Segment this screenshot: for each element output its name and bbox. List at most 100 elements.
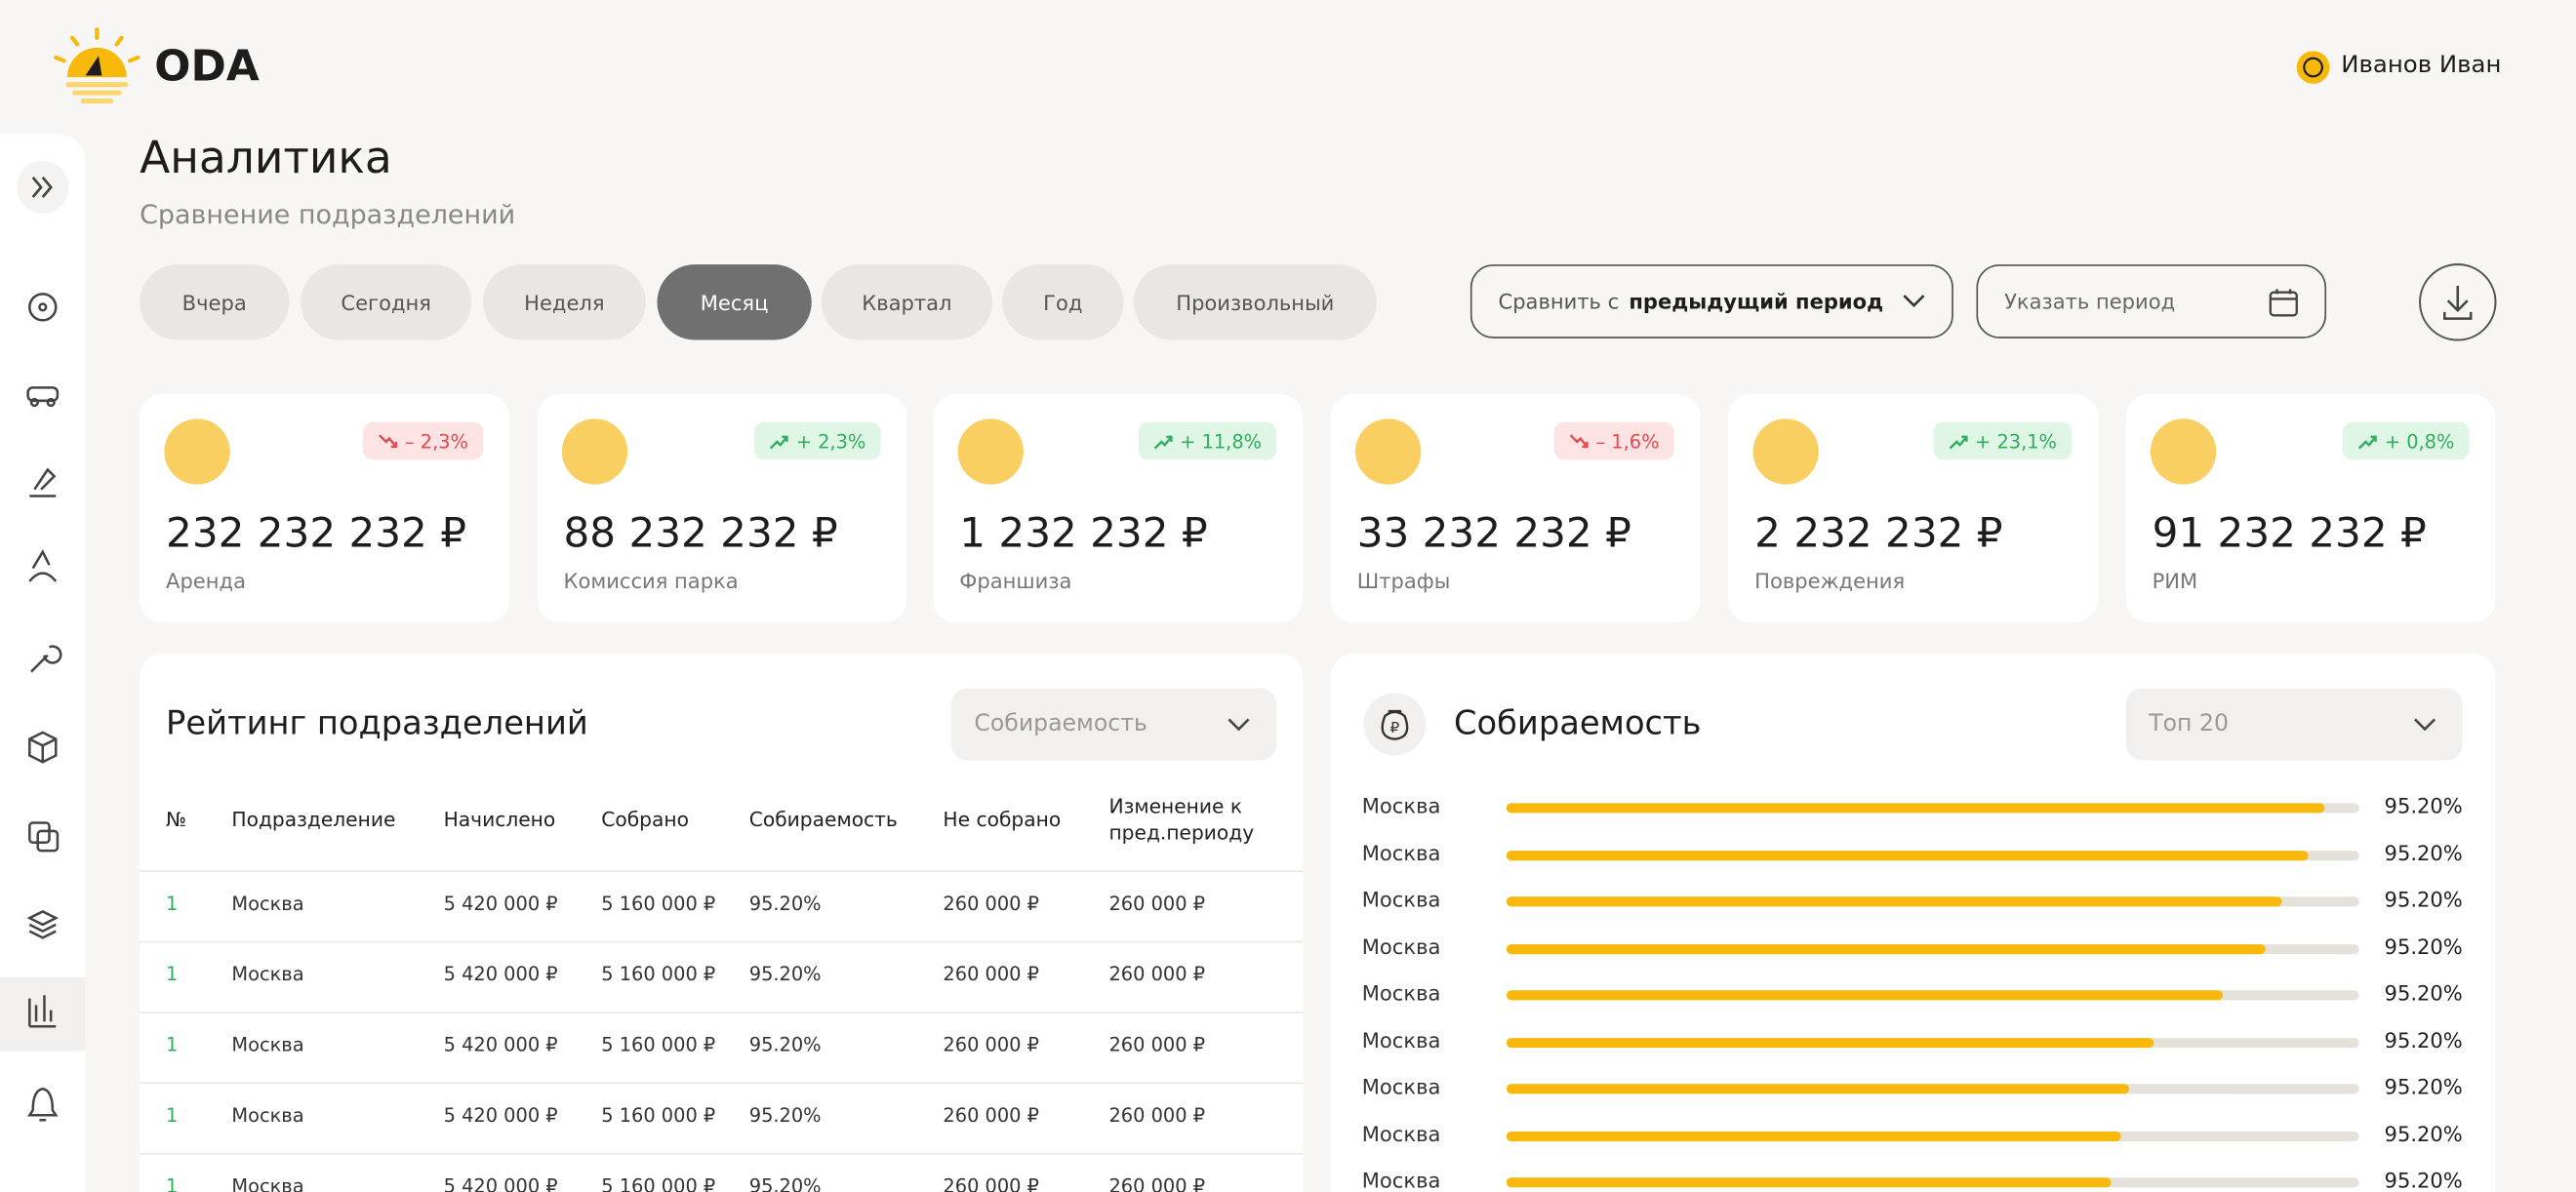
progress-track <box>1506 850 2359 860</box>
period-pill[interactable]: Год <box>1002 264 1124 340</box>
row-separator <box>140 1152 1304 1155</box>
user-avatar <box>2296 51 2330 84</box>
table-cell: 5 420 000 ₽ <box>443 892 558 915</box>
kpi-card[interactable]: – 1,6% 33 232 232 ₽ Штрафы <box>1330 394 1701 623</box>
period-pill[interactable]: Месяц <box>657 264 812 340</box>
table-cell: Москва <box>231 1173 304 1192</box>
table-cell: 5 420 000 ₽ <box>443 1173 558 1192</box>
kpi-label: Комиссия парка <box>563 568 739 593</box>
sidebar-icons <box>0 160 86 1122</box>
kpi-badge: – 1,6% <box>1554 421 1674 460</box>
period-pill[interactable]: Квартал <box>821 264 992 340</box>
kpi-badge: + 23,1% <box>1933 421 2073 460</box>
download-button[interactable] <box>2418 262 2497 341</box>
table-cell: 260 000 ₽ <box>943 892 1039 915</box>
item-value: 95.20% <box>2384 793 2463 818</box>
kpi-badge: – 2,3% <box>363 421 483 460</box>
chevron <box>1903 295 1925 307</box>
progress-fill <box>1506 990 2223 1001</box>
rating-title: Рейтинг подразделений <box>166 702 588 743</box>
table-header: № <box>166 808 187 831</box>
table-cell: 5 160 000 ₽ <box>601 1173 716 1192</box>
table-cell: 1 <box>166 962 179 986</box>
item-name: Москва <box>1361 793 1441 818</box>
kpi-icon <box>164 418 230 485</box>
table-cell: 1 <box>166 892 179 915</box>
kpi-label: Штрафы <box>1356 568 1451 593</box>
table-cell: 1 <box>166 1103 179 1127</box>
item-name: Москва <box>1361 1027 1441 1053</box>
user-name[interactable]: Иванов Иван <box>2341 52 2502 79</box>
table-cell: Москва <box>231 1103 304 1127</box>
period-pill[interactable]: Вчера <box>140 264 290 340</box>
kpi-card[interactable]: + 11,8% 1 232 232 ₽ Франшиза <box>933 394 1304 623</box>
progress-track <box>1506 1084 2359 1094</box>
kpi-badge: + 0,8% <box>2343 421 2470 460</box>
item-name: Москва <box>1361 1168 1441 1192</box>
table-cell: 95.20% <box>748 1033 822 1056</box>
kpi-label: Франшиза <box>959 568 1072 593</box>
table-cell: 5 420 000 ₽ <box>443 1103 558 1127</box>
table-cell: 5 420 000 ₽ <box>443 1033 558 1056</box>
period-picker[interactable]: Указать период <box>1976 264 2327 338</box>
progress-track <box>1506 1037 2359 1048</box>
period-pill[interactable]: Сегодня <box>301 264 472 340</box>
kpi-card[interactable]: + 2,3% 88 232 232 ₽ Комиссия парка <box>537 394 907 623</box>
kpi-change: – 1,6% <box>1595 429 1660 453</box>
item-value: 95.20% <box>2384 1074 2463 1099</box>
progress-fill <box>1506 803 2325 814</box>
item-value: 95.20% <box>2384 840 2463 865</box>
progress-track <box>1506 896 2359 907</box>
table-header: Не собрано <box>943 808 1062 831</box>
item-name: Москва <box>1361 980 1441 1006</box>
trend-arrow <box>770 434 789 449</box>
rating-select[interactable]: Собираемость <box>950 688 1277 761</box>
period-pill[interactable]: Неделя <box>482 264 646 340</box>
compare-select[interactable]: Сравнить с предыдущий период <box>1469 264 1953 338</box>
period-pill[interactable]: Произвольный <box>1133 264 1377 340</box>
chevron <box>1228 718 1250 732</box>
table-cell: 1 <box>166 1033 179 1056</box>
kpi-value: 1 232 232 ₽ <box>959 508 1208 557</box>
collection-select-value: Топ 20 <box>2149 711 2229 737</box>
table-cell: 260 000 ₽ <box>1108 962 1206 986</box>
compare-value: предыдущий период <box>1629 289 1884 314</box>
trend-arrow <box>2358 434 2378 449</box>
kpi-value: 33 232 232 ₽ <box>1356 508 1631 557</box>
item-value: 95.20% <box>2384 980 2463 1006</box>
table-cell: 260 000 ₽ <box>1108 1103 1206 1127</box>
kpi-card[interactable]: + 0,8% 91 232 232 ₽ РИМ <box>2125 394 2496 623</box>
kpi-card[interactable]: + 23,1% 2 232 232 ₽ Повреждения <box>1728 394 2099 623</box>
kpi-card[interactable]: – 2,3% 232 232 232 ₽ Аренда <box>140 394 509 623</box>
kpi-value: 232 232 232 ₽ <box>166 508 467 557</box>
table-cell: 5 160 000 ₽ <box>601 1103 716 1127</box>
page-subtitle: Сравнение подразделений <box>140 198 516 230</box>
collection-select[interactable]: Топ 20 <box>2125 688 2463 761</box>
item-name: Москва <box>1361 1121 1441 1146</box>
table-cell: Москва <box>231 1033 304 1056</box>
table-cell: 260 000 ₽ <box>1108 892 1206 915</box>
collection-title: Собираемость <box>1454 702 1702 743</box>
table-header: Собрано <box>601 808 689 831</box>
progress-fill <box>1506 1037 2155 1048</box>
trend-arrow <box>379 433 398 448</box>
table-cell: Москва <box>231 962 304 986</box>
kpi-icon <box>1355 418 1422 485</box>
table-cell: 1 <box>166 1173 179 1192</box>
progress-track <box>1506 803 2359 814</box>
table-cell: 95.20% <box>748 1103 822 1127</box>
period-picker-label: Указать период <box>2004 289 2176 314</box>
item-value: 95.20% <box>2384 1027 2463 1053</box>
item-name: Москва <box>1361 840 1441 865</box>
trend-arrow <box>1570 433 1590 448</box>
progress-fill <box>1506 1084 2129 1094</box>
table-header: Изменение к пред.периоду <box>1108 794 1255 845</box>
kpi-label: Повреждения <box>1754 568 1906 593</box>
table-header: Подразделение <box>231 808 396 831</box>
kpi-value: 88 232 232 ₽ <box>563 508 838 557</box>
money-icon: ₽ <box>1363 693 1427 756</box>
item-name: Москва <box>1361 1074 1441 1099</box>
progress-track <box>1506 990 2359 1001</box>
